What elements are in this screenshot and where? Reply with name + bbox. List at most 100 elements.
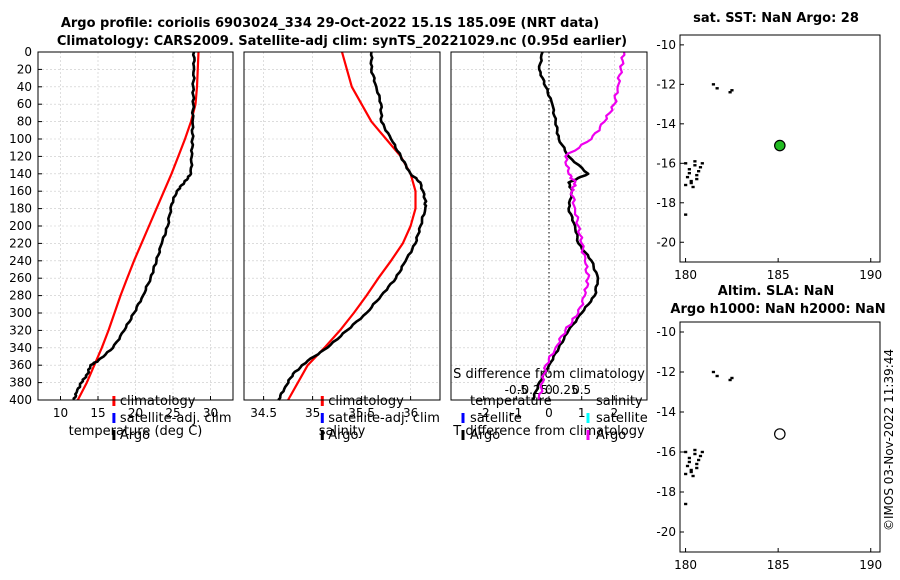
map-sst-coast-fragment xyxy=(693,164,697,167)
map-sla-coast-fragment xyxy=(684,502,688,506)
salinity-diff-tick-label: -0.5 xyxy=(505,383,528,397)
map-sla-xtick-label: 190 xyxy=(859,558,882,572)
map-sst-ytick-label: -18 xyxy=(656,196,676,210)
map-sla-coast-fragment xyxy=(698,454,703,458)
temperature-profile-legend-argo-label: Argo xyxy=(120,428,150,443)
map-sla-coast-fragment xyxy=(684,472,688,476)
map-sla-ytick-label: -10 xyxy=(656,325,676,339)
map-sla-coast-fragment xyxy=(684,450,688,454)
difference-profile-series-s-difference xyxy=(537,51,626,401)
map-sst-title: sat. SST: NaN Argo: 28 xyxy=(693,11,859,26)
salinity-profile: 34.5 35 35.5 36 salinity climatology satellite… xyxy=(243,51,441,443)
map-sst-ytick-label: -10 xyxy=(656,38,676,52)
depth-tick-label: 140 xyxy=(9,167,32,181)
map-sla-coast-fragment xyxy=(695,462,699,466)
map-sst-ytick-label: -14 xyxy=(656,117,676,131)
map-sla-title-line-1: Altim. SLA: NaN xyxy=(718,284,834,299)
map-sla-coast-fragment xyxy=(685,464,690,468)
difference-profile-xtick-label: 0 xyxy=(545,406,553,420)
map-sst-coast-fragment xyxy=(687,168,691,171)
map-sla-argo-marker xyxy=(774,428,786,440)
temperature-profile-legend-satellite-label: satellite-adj. clim xyxy=(120,411,232,426)
map-sst-coast-fragment xyxy=(698,166,703,169)
map-sst-ytick-label: -16 xyxy=(656,156,676,170)
map-sst-coast-fragment xyxy=(695,173,699,177)
depth-tick-label: 380 xyxy=(9,376,32,390)
figure-title-line-2: Climatology: CARS2009. Satellite-adj cli… xyxy=(57,34,627,49)
depth-tick-label: 220 xyxy=(9,236,32,250)
salinity-diff-tick-label: 0.25 xyxy=(552,383,579,397)
temperature-profile-xtick-label: 20 xyxy=(128,406,143,420)
temperature-profile-xtick-label: 25 xyxy=(165,406,180,420)
map-sst-coast-fragment xyxy=(693,160,697,163)
map-sst-coast-fragment xyxy=(730,89,734,92)
map-sla-coast-fragment xyxy=(730,376,734,380)
map-sst-coast-fragment xyxy=(715,87,719,90)
difference-profile: -2 -1 0 1 2 T difference from climatology S di… xyxy=(450,51,648,443)
diff-legend-temperature-label: temperature xyxy=(470,394,552,409)
map-sla-coast-fragment xyxy=(689,468,693,472)
temperature-profile-frame xyxy=(37,51,234,401)
map-sst-coast-fragment xyxy=(691,185,695,189)
temperature-profile-xtick-label: 15 xyxy=(90,406,105,420)
map-sla-xtick-label: 185 xyxy=(767,558,790,572)
difference-profile-series-t-difference xyxy=(531,51,600,401)
depth-tick-label: 160 xyxy=(9,184,32,198)
salinity-profile-xlabel: salinity xyxy=(319,424,366,439)
difference-profile-xtick-label: -1 xyxy=(510,406,522,420)
salinity-diff-tick-label: 0 xyxy=(545,383,553,397)
map-sla-coast-fragment xyxy=(687,460,691,464)
map-sst-coast-fragment xyxy=(728,91,732,94)
map-sla-coast-fragment xyxy=(693,452,697,456)
diff-legend-s-satellite-label: satellite xyxy=(596,411,648,426)
difference-profile-xtick-label: 1 xyxy=(578,406,586,420)
depth-tick-label: 180 xyxy=(9,202,32,216)
salinity-profile-frame xyxy=(243,51,441,401)
map-sla-ytick-label: -18 xyxy=(656,485,676,499)
depth-tick-label: 100 xyxy=(9,132,32,146)
map-sla-ytick-label: -20 xyxy=(656,525,676,539)
depth-tick-label: 0 xyxy=(24,45,32,59)
map-sla-coast-fragment xyxy=(691,474,695,478)
depth-tick-label: 40 xyxy=(17,80,32,94)
difference-profile-xlabel: T difference from climatology xyxy=(452,424,645,439)
diff-legend-t-argo-label: Argo xyxy=(470,428,500,443)
map-sst-coast-fragment xyxy=(684,213,688,216)
map-sst-coast-fragment xyxy=(689,179,693,183)
salinity-profile-legend-argo-label: Argo xyxy=(328,428,358,443)
depth-tick-label: 300 xyxy=(9,306,32,320)
map-sla-ytick-label: -14 xyxy=(656,405,676,419)
depth-tick-label: 260 xyxy=(9,271,32,285)
map-sst-coast-fragment xyxy=(711,83,716,86)
difference-profile-xtick-label: -2 xyxy=(478,406,490,420)
temperature-profile-legend-climatology-label: climatology xyxy=(120,394,196,409)
salinity-profile-xtick-label: 35.5 xyxy=(348,406,375,420)
map-sst-coast-fragment xyxy=(684,162,688,165)
salinity-profile-legend-satellite-label: satellite-adj. clim xyxy=(328,411,440,426)
map-sst-xtick-label: 180 xyxy=(674,268,697,282)
depth-tick-label: 60 xyxy=(17,97,32,111)
depth-tick-label: 320 xyxy=(9,323,32,337)
map-sst-argo-marker xyxy=(774,139,786,152)
map-sla-xtick-label: 180 xyxy=(674,558,697,572)
depth-tick-label: 20 xyxy=(17,62,32,76)
map-sla-coast-fragment xyxy=(695,466,699,470)
salinity-profile-xtick-label: 35 xyxy=(305,406,320,420)
salinity-profile-xtick-label: 34.5 xyxy=(250,406,277,420)
map-sla-coast-fragment xyxy=(689,470,693,474)
map-sst-coast-fragment xyxy=(695,177,699,181)
salinity-profile-xtick-label: 36 xyxy=(403,406,418,420)
diff-legend-salinity-label: salinity xyxy=(596,394,643,409)
diff-legend-t-satellite-label: satellite xyxy=(470,411,522,426)
map-sst-coast-fragment xyxy=(684,183,688,187)
map-sst-xtick-label: 185 xyxy=(767,268,790,282)
depth-tick-label: 120 xyxy=(9,149,32,163)
temperature-profile-series-argo xyxy=(72,51,196,401)
map-sla-coast-fragment xyxy=(687,456,691,460)
map-sst-coast-fragment xyxy=(700,162,704,165)
map-sst-coast-fragment xyxy=(687,171,691,175)
depth-tick-label: 240 xyxy=(9,254,32,268)
depth-tick-label: 400 xyxy=(9,393,32,407)
imos-timestamp: ©IMOS 03-Nov-2022 11:39:44 xyxy=(882,349,896,531)
